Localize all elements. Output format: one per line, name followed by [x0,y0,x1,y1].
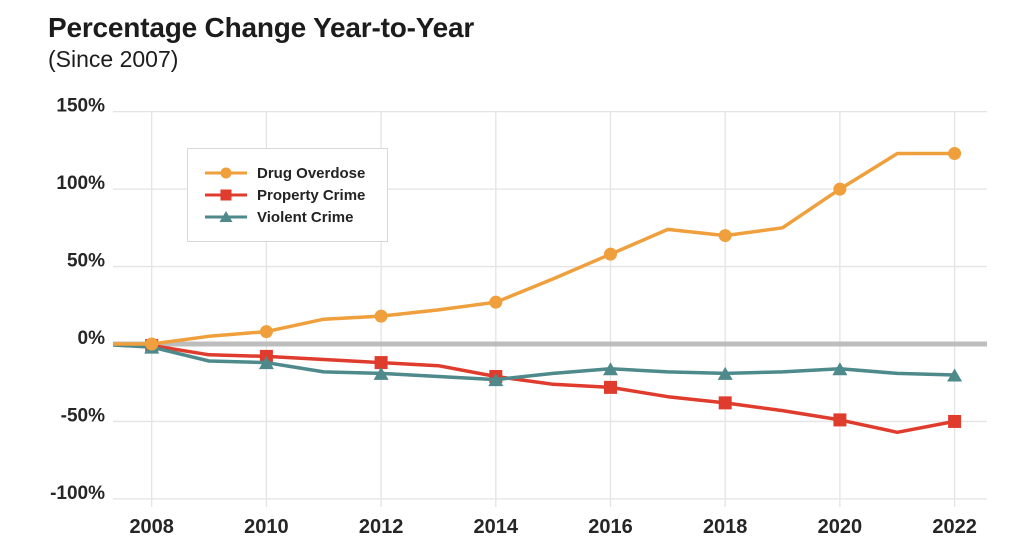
y-tick-label--50: -50% [61,405,105,426]
marker-square-property-crime-2020 [833,413,847,427]
legend-label-violent-crime: Violent Crime [257,208,354,226]
series-line-violent-crime [113,343,955,382]
y-tick-label-100: 100% [56,173,105,194]
series-group-drug-overdose [113,146,962,351]
series-group-property-crime [113,339,962,435]
x-tick-label-2008: 2008 [129,516,174,538]
x-tick-label-2022: 2022 [932,516,977,538]
marker-circle-drug-overdose-2018 [718,229,732,243]
legend-label-drug-overdose: Drug Overdose [257,164,366,182]
legend-item-drug-overdose: Drug Overdose [205,165,387,182]
legend: Drug Overdose Property Crime Violent Crime [187,148,388,242]
marker-square-property-crime-2012 [374,356,388,370]
x-tick-label-2018: 2018 [703,516,748,538]
x-tick-label-2012: 2012 [359,516,404,538]
marker-circle-drug-overdose-2012 [374,309,388,323]
legend-triangle-swatch-icon [205,211,247,222]
y-tick-label--100: -100% [50,483,105,504]
marker-circle-drug-overdose-2008 [145,337,159,351]
marker-square-property-crime-2022 [948,414,962,428]
y-tick-label-0: 0% [78,328,106,349]
legend-square-swatch-icon [205,189,247,201]
marker-triangle-violent-crime-2010 [258,356,274,370]
marker-triangle-violent-crime-2012 [373,366,389,380]
x-tick-label-2016: 2016 [588,516,633,538]
chart-title: Percentage Change Year-to-Year [48,12,475,43]
x-tick-label-2014: 2014 [474,516,519,538]
series-line-drug-overdose [113,151,955,346]
y-tick-label-50: 50% [67,251,105,272]
marker-triangle-violent-crime-2022 [947,368,963,382]
y-tick-label-150: 150% [56,96,105,117]
legend-item-property-crime: Property Crime [205,187,387,204]
marker-triangle-violent-crime-2018 [717,366,733,380]
x-tick-label-2020: 2020 [818,516,863,538]
marker-triangle-violent-crime-2014 [488,373,504,387]
marker-triangle-violent-crime-2016 [603,362,618,376]
legend-circle-swatch-icon [205,167,247,179]
marker-square-property-crime-2016 [604,380,617,394]
marker-circle-drug-overdose-2020 [833,182,847,196]
series-line-property-crime [113,342,955,435]
marker-circle-drug-overdose-2014 [489,295,503,309]
marker-circle-drug-overdose-2022 [948,146,962,160]
x-tick-label-2010: 2010 [244,516,289,538]
legend-item-violent-crime: Violent Crime [205,209,387,226]
marker-triangle-violent-crime-2020 [832,362,848,376]
marker-circle-drug-overdose-2010 [259,325,273,339]
marker-square-property-crime-2018 [718,396,732,410]
chart-subtitle: (Since 2007) [48,46,179,72]
marker-circle-drug-overdose-2016 [604,247,617,261]
legend-label-property-crime: Property Crime [257,186,366,204]
